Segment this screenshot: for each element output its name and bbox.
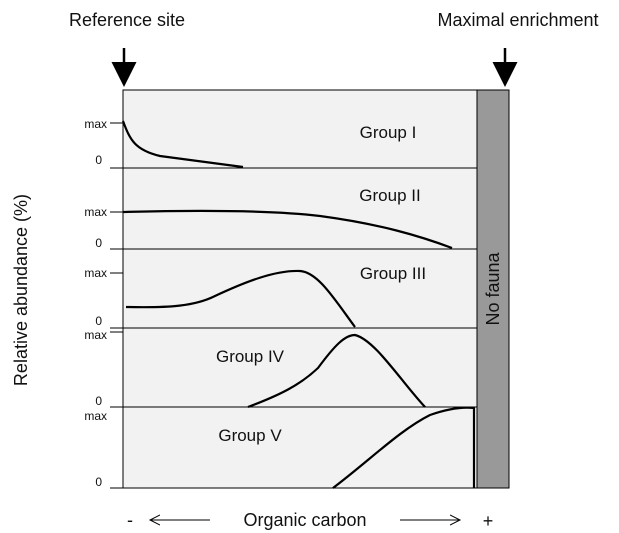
- group-name: Group II: [359, 186, 420, 205]
- minus: -: [127, 510, 133, 530]
- group-name: Group V: [218, 426, 282, 445]
- group-name: Group I: [360, 123, 417, 142]
- zero-label: 0: [95, 314, 102, 328]
- y-axis-label: Relative abundance (%): [11, 194, 31, 386]
- panel: [122, 89, 478, 489]
- no-fauna-label: No fauna: [483, 251, 503, 325]
- zero-label: 0: [95, 475, 102, 489]
- max-label: max: [84, 409, 107, 423]
- curve-group-3: [125, 269, 356, 328]
- plus: +: [483, 511, 494, 531]
- rules: [110, 122, 477, 489]
- zero-label: 0: [95, 153, 102, 167]
- curve-group-4: [247, 333, 426, 409]
- max-label: max: [84, 266, 107, 280]
- curve-group-5: [332, 406, 476, 489]
- maximal-enrichment: Maximal enrichment: [437, 10, 598, 30]
- reference-site: Reference site: [69, 10, 185, 30]
- zero-label: 0: [95, 236, 102, 250]
- x-axis-label: Organic carbon: [243, 510, 366, 530]
- group-name: Group III: [360, 264, 426, 283]
- max-label: max: [84, 328, 107, 342]
- max-label: max: [84, 205, 107, 219]
- max-label: max: [84, 117, 107, 131]
- group-name: Group IV: [216, 347, 285, 366]
- zero-label: 0: [95, 394, 102, 408]
- curve-group-1: [121, 120, 244, 169]
- no-fauna-bar: [476, 89, 510, 489]
- curve-group-2: [122, 209, 453, 250]
